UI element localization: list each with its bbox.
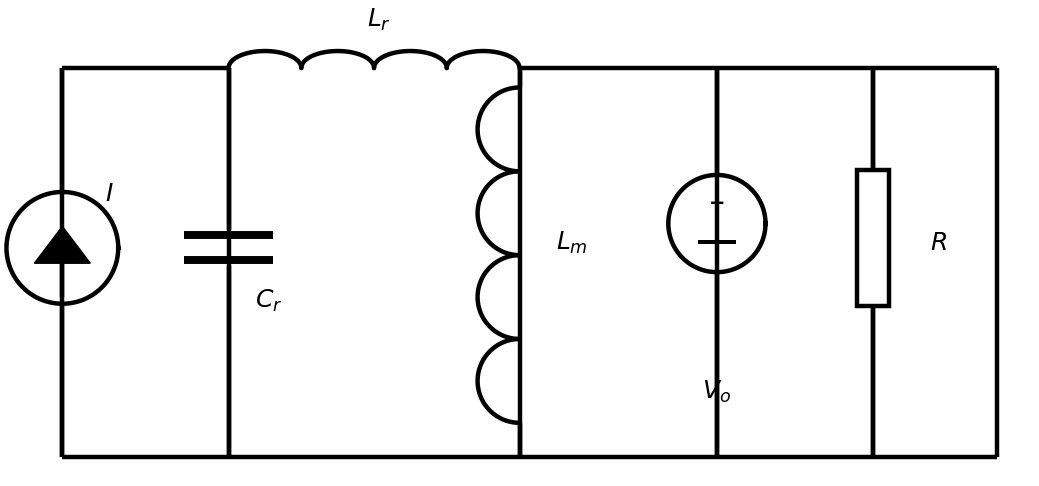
Text: +: +: [709, 193, 725, 213]
Text: $C_r$: $C_r$: [255, 288, 283, 314]
Bar: [857, 170, 888, 306]
Text: $V_o$: $V_o$: [702, 379, 731, 405]
Polygon shape: [34, 226, 90, 263]
Text: $I$: $I$: [105, 182, 113, 207]
Text: $L_m$: $L_m$: [556, 230, 588, 256]
Text: $L_r$: $L_r$: [367, 6, 392, 33]
Text: $R$: $R$: [930, 231, 947, 255]
